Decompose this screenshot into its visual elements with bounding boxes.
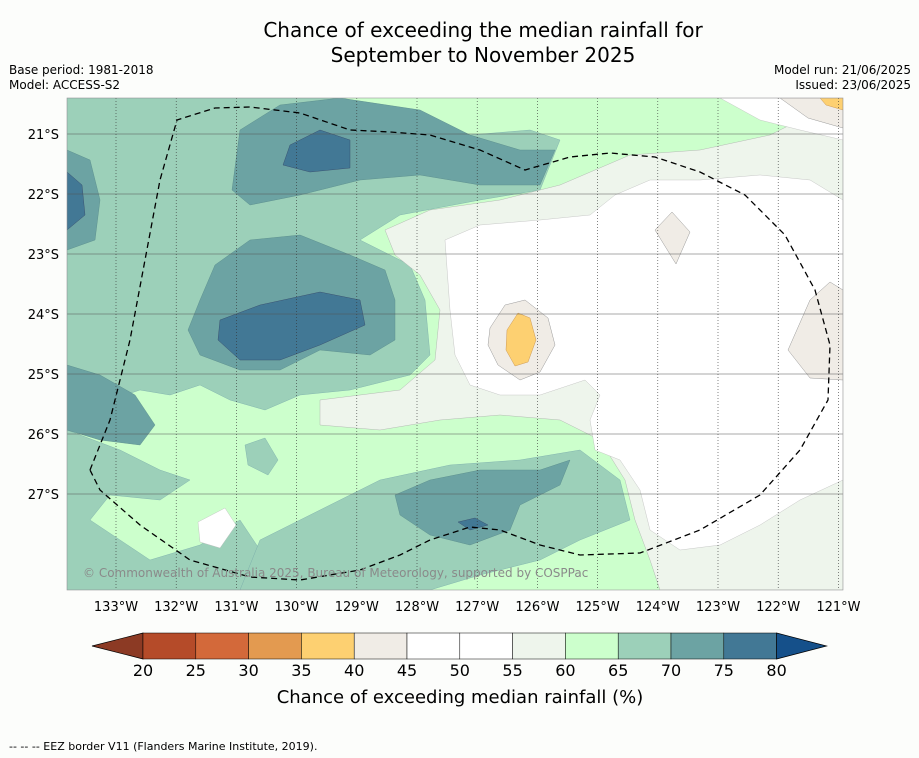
longitude-label: 124°W [636, 600, 680, 615]
colorbar-segment [512, 632, 566, 660]
colorbar-tick-label: 65 [608, 661, 628, 680]
colorbar-segment [723, 632, 777, 660]
colorbar-arrow-high [776, 632, 828, 660]
eez-border [89, 106, 831, 581]
region-65-70-blob [244, 437, 279, 476]
region-75-80-south [457, 517, 489, 531]
longitude-label: 121°W [816, 600, 860, 615]
latitude-label: 21°S [28, 128, 59, 143]
grid-lines [67, 98, 843, 590]
region-40-45-north [654, 211, 691, 265]
latitude-label: 23°S [28, 248, 59, 263]
colorbar-segment [459, 632, 513, 660]
colorbar-segment [670, 632, 725, 660]
colorbar-tick-label: 55 [502, 661, 522, 680]
longitude-label: 128°W [395, 600, 439, 615]
colorbar-segment [617, 632, 672, 660]
colorbar-tick-label: 20 [133, 661, 153, 680]
title-line-2: September to November 2025 [330, 43, 636, 67]
model-run: Model run: 21/06/2025 [773, 63, 911, 77]
colorbar-tick-label: 80 [766, 661, 786, 680]
map-frame [66, 97, 844, 591]
base-period: Base period: 1981-2018 [9, 63, 154, 77]
colorbar-segment [301, 632, 355, 660]
copyright-text: © Commonwealth of Australia 2025, Bureau… [83, 566, 588, 580]
latitude-label: 25°S [28, 368, 59, 383]
longitude-label: 132°W [154, 600, 198, 615]
colorbar-arrow-low [91, 632, 144, 660]
longitude-label: 127°W [455, 600, 499, 615]
colorbar-tick-label: 70 [661, 661, 681, 680]
title-line-1: Chance of exceeding the median rainfall … [263, 18, 703, 42]
region-35-40-ne [819, 98, 843, 111]
colorbar-title: Chance of exceeding median rainfall (%) [277, 687, 644, 708]
meta-right: Model run: 21/06/2025 Issued: 23/06/2025 [774, 63, 911, 93]
region-70-75-north [231, 98, 556, 206]
colorbar-tick-label: 60 [555, 661, 575, 680]
colorbar-segment [142, 632, 197, 660]
colorbar-tick-label: 30 [238, 661, 258, 680]
longitude-label: 126°W [515, 600, 559, 615]
colorbar-segment [353, 632, 408, 660]
longitude-label: 133°W [94, 600, 138, 615]
region-75-80-mid [217, 291, 366, 361]
latitude-label: 26°S [28, 428, 59, 443]
region-75-80-west [67, 171, 86, 231]
latitude-labels: 21°S 22°S 23°S 24°S 25°S 26°S 27°S [28, 128, 59, 503]
meta-left: Base period: 1981-2018 Model: ACCESS-S2 [9, 63, 154, 93]
issued-date: Issued: 23/06/2025 [795, 78, 911, 92]
longitude-labels: 133°W 132°W 131°W 130°W 129°W 128°W 127°W 126°W… [94, 600, 861, 615]
region-70-75-south [394, 459, 571, 546]
contour-layer: © Commonwealth of Australia 2025, Bureau… [67, 98, 843, 590]
colorbar-segment [195, 632, 249, 660]
colorbar: 20 25 30 35 40 45 50 55 60 65 70 75 80 [91, 632, 828, 680]
latitude-label: 22°S [28, 188, 59, 203]
region-50-55-blob [197, 507, 237, 549]
map-title: Chance of exceeding the median rainfall … [0, 18, 919, 68]
model-name: Model: ACCESS-S2 [9, 78, 121, 92]
latitude-label: 24°S [28, 308, 59, 323]
colorbar-tick-label: 75 [714, 661, 734, 680]
colorbar-segment [406, 632, 461, 660]
colorbar-tick-label: 50 [450, 661, 470, 680]
latitude-label: 27°S [28, 488, 59, 503]
longitude-label: 130°W [275, 600, 319, 615]
region-75-80-north [282, 129, 351, 173]
longitude-label: 129°W [335, 600, 379, 615]
longitude-label: 125°W [576, 600, 620, 615]
colorbar-tick-label: 40 [344, 661, 364, 680]
region-50-55-east [444, 174, 843, 551]
footer-note: -- -- -- EEZ border V11 (Flanders Marine… [9, 740, 318, 753]
colorbar-segment [248, 632, 302, 660]
colorbar-tick-label: 45 [397, 661, 417, 680]
longitude-label: 123°W [696, 600, 740, 615]
longitude-label: 122°W [756, 600, 800, 615]
colorbar-segment [565, 632, 619, 660]
region-70-75-sw [67, 364, 156, 446]
region-40-45-east [787, 281, 843, 381]
colorbar-tick-label: 35 [291, 661, 311, 680]
longitude-label: 131°W [214, 600, 258, 615]
colorbar-tick-label: 25 [186, 661, 206, 680]
